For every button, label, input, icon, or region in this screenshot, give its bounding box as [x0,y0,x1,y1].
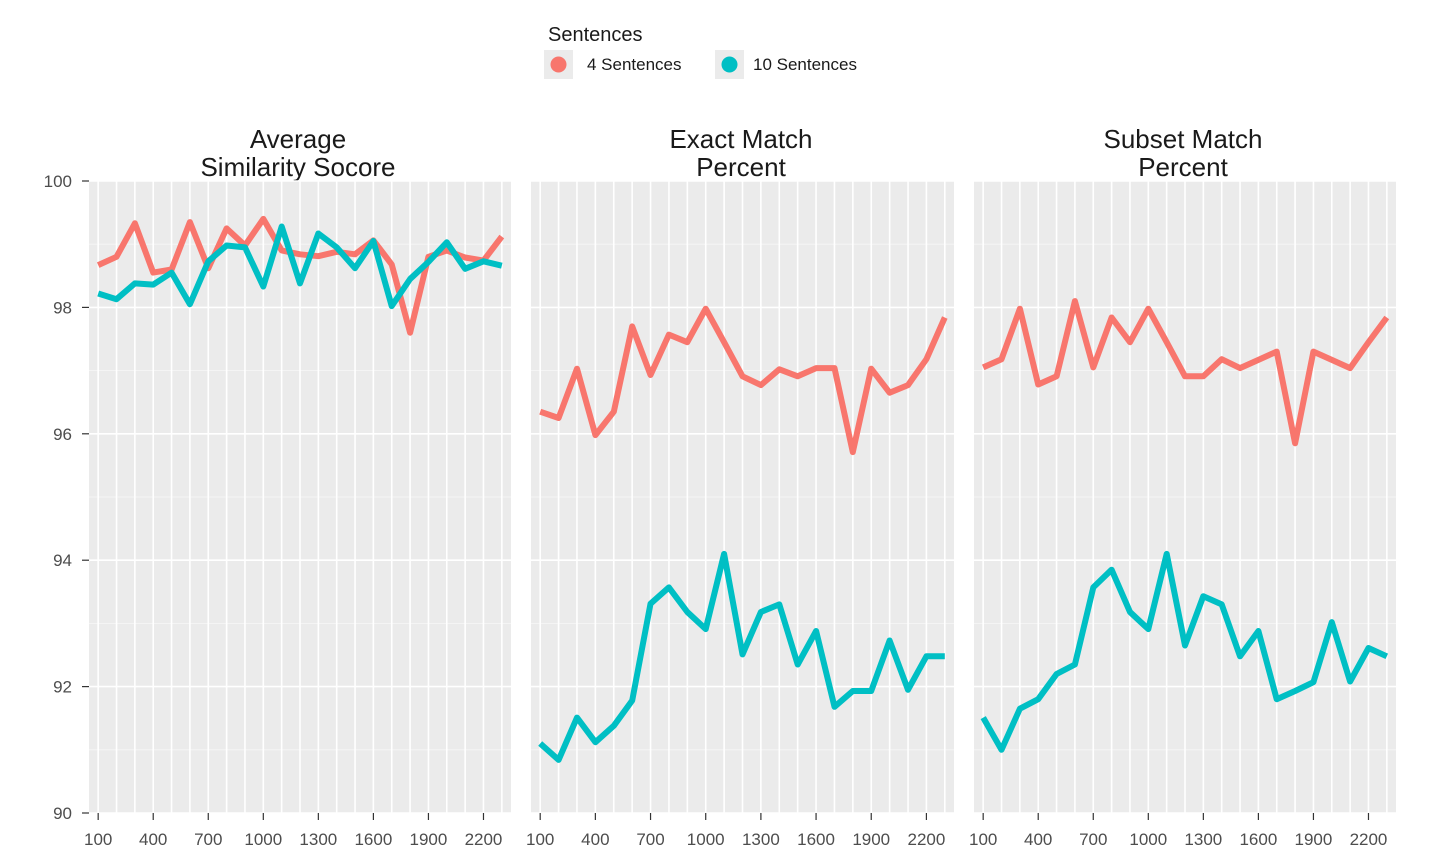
x-tick-label: 1300 [1184,830,1222,849]
legend-label-10-sentences: 10 Sentences [753,55,857,74]
y-tick-label: 94 [53,551,72,570]
x-tick-label: 400 [139,830,167,849]
x-tick-label: 2200 [907,830,945,849]
panel-title-line: Similarity Socore [200,152,395,182]
y-tick-label: 96 [53,425,72,444]
x-tick-label: 1900 [410,830,448,849]
y-tick-label: 92 [53,678,72,697]
legend-entry-10-sentences: 10 Sentences [715,50,857,79]
legend-title: Sentences [548,24,643,46]
panel-title-line: Percent [1138,152,1228,182]
x-tick-label: 700 [194,830,222,849]
x-tick-label: 700 [636,830,664,849]
legend-label-4-sentences: 4 Sentences [587,55,682,74]
panel-title-line: Subset Match [1104,124,1263,154]
x-tick-label: 1600 [354,830,392,849]
x-tick-label: 1000 [687,830,725,849]
x-tick-label: 100 [84,830,112,849]
series-line-10-sentences [538,550,945,763]
x-tick-label: 400 [1024,830,1052,849]
x-tick-label: 100 [969,830,997,849]
series-line-4-sentences [539,305,948,456]
x-tick-label: 1900 [1295,830,1333,849]
x-tick-label: 1900 [852,830,890,849]
legend-entry-4-sentences: 4 Sentences [544,50,682,79]
x-tick-label: 1300 [299,830,337,849]
y-tick-label: 98 [53,298,72,317]
panel-title: Average Similarity Socore [200,124,395,182]
x-tick-label: 1000 [1129,830,1167,849]
x-tick-label: 100 [526,830,554,849]
x-tick-label: 2200 [1350,830,1388,849]
panel-average-similarity-socore: Average Similarity Socore 100 400 700 1000 130… [84,124,511,849]
panel-subset-match-percent: Subset Match Percent 100 400 700 1000 1300 1600… [969,124,1396,849]
panel-title-line: Exact Match [669,124,812,154]
panel-exact-match-percent: Exact Match Percent 100 400 700 1000 1300 1600 1… [526,124,954,849]
panel-title: Subset Match Percent [1104,124,1263,182]
x-tick-label: 400 [581,830,609,849]
x-tick-label: 1300 [742,830,780,849]
legend: Sentences 4 Sentences 10 Sentences [544,24,857,79]
legend-key-teal-dot [721,56,738,73]
series-line-10-sentences [980,550,1389,753]
y-tick-label: 90 [53,804,72,823]
panel-title-line: Average [250,124,346,154]
panels: 90 92 94 96 98 100 Average Similarity Socore 100… [44,124,1396,849]
x-tick-label: 1600 [797,830,835,849]
x-tick-label: 1000 [244,830,282,849]
x-tick-label: 2200 [465,830,503,849]
x-tick-label: 1600 [1239,830,1277,849]
y-tick-label: 100 [44,172,72,191]
x-tick-label: 700 [1079,830,1107,849]
panel-title: Exact Match Percent [669,124,812,182]
series-line-4-sentences [981,298,1390,447]
panel-title-line: Percent [696,152,786,182]
legend-key-red-dot [550,56,567,73]
series-line-10-sentences [97,223,503,310]
y-axis: 90 92 94 96 98 100 [44,172,89,823]
